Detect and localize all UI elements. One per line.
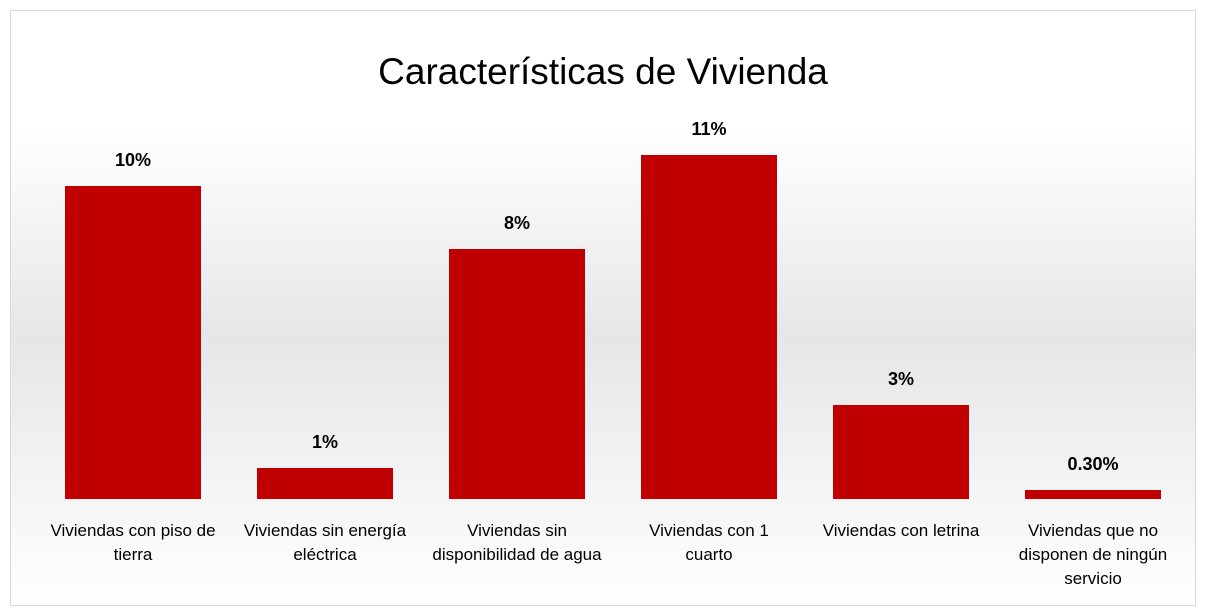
data-label: 8%: [503, 212, 530, 233]
x-tick-label: Viviendas que no disponen de ningún serv…: [1018, 521, 1168, 588]
data-label: 3%: [887, 369, 914, 390]
bar: [449, 248, 585, 499]
x-tick-label: Viviendas con 1 cuarto: [649, 521, 769, 564]
data-label: 11%: [691, 119, 727, 139]
bar: [641, 155, 777, 499]
data-label: 0.30%: [1067, 453, 1119, 474]
bar: [65, 186, 201, 499]
x-tick-label: Viviendas sin disponibilidad de agua: [432, 521, 602, 564]
bar: [1025, 489, 1161, 499]
x-tick-label: Viviendas con letrina: [822, 521, 980, 540]
x-tick-label: Viviendas con piso de tierra: [50, 521, 216, 564]
data-label: 10%: [114, 150, 152, 171]
chart: Características de Vivienda 10% Viviendas…: [10, 10, 1196, 606]
bar: [257, 467, 393, 499]
x-tick-label: Viviendas sin energía eléctrica: [243, 521, 407, 564]
data-label: 1%: [311, 431, 338, 452]
bar: [833, 405, 969, 499]
chart-title: Características de Vivienda: [378, 51, 828, 92]
